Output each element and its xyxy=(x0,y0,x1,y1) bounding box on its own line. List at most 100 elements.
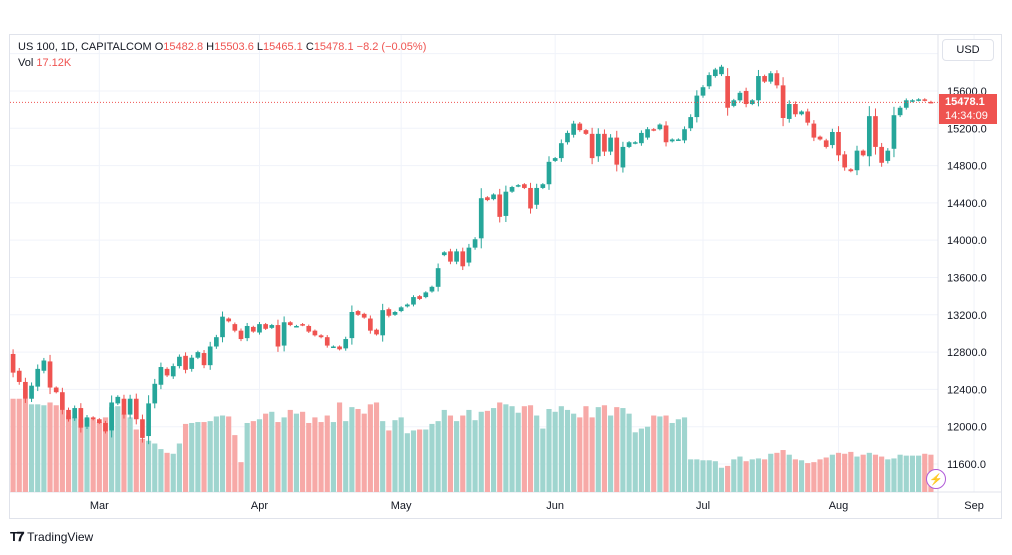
volume-bar xyxy=(540,428,546,492)
volume-bar xyxy=(213,416,219,492)
volume-bar xyxy=(731,459,737,492)
candle-body xyxy=(41,360,47,371)
candle-body xyxy=(793,104,798,115)
volume-bar xyxy=(250,421,256,492)
candle-body xyxy=(287,322,293,326)
candle-body xyxy=(96,419,102,423)
y-tick-label: 14400.0 xyxy=(947,198,987,210)
candle-body xyxy=(571,123,576,135)
volume-bar xyxy=(287,409,293,492)
candle-body xyxy=(250,326,256,332)
volume-legend: Vol 17.12K xyxy=(18,57,71,69)
volume-bar xyxy=(330,422,336,492)
candle-body xyxy=(885,150,891,161)
candle-body xyxy=(263,324,268,329)
volume-bar xyxy=(306,422,312,492)
volume-bar xyxy=(466,409,472,492)
high-label: H xyxy=(206,41,215,53)
candle-body xyxy=(583,130,589,134)
candle-body xyxy=(146,403,151,437)
volume-bar xyxy=(792,459,798,492)
volume-bar xyxy=(263,413,269,492)
flash-icon[interactable]: ⚡ xyxy=(926,469,946,489)
candle-body xyxy=(300,324,305,326)
close-label: C xyxy=(305,41,314,53)
volume-bar xyxy=(644,426,651,492)
volume-bar xyxy=(78,419,84,492)
volume-bar xyxy=(521,406,527,492)
volume-bar xyxy=(454,421,460,492)
volume-bar xyxy=(84,418,90,492)
candle-body xyxy=(836,131,841,156)
candle-body xyxy=(805,111,811,123)
currency-button[interactable]: USD xyxy=(942,39,994,61)
volume-bar xyxy=(226,416,232,492)
candle-body xyxy=(565,132,570,143)
volume-bar xyxy=(897,454,903,492)
candle-body xyxy=(706,75,712,87)
candle-body xyxy=(72,408,78,419)
volume-bar xyxy=(743,461,749,492)
volume-bar xyxy=(638,428,644,492)
candle-body xyxy=(663,125,669,143)
candle-body xyxy=(423,292,429,298)
candle-body xyxy=(170,366,176,377)
volume-bar xyxy=(380,421,386,492)
candle-body xyxy=(602,133,607,152)
candle-body xyxy=(682,129,687,141)
volume-bar xyxy=(417,429,423,492)
candle-body xyxy=(29,385,34,399)
volume-bar xyxy=(10,398,16,492)
candle-body xyxy=(786,104,792,119)
candle-body xyxy=(460,251,466,267)
candle-body xyxy=(207,346,213,366)
volume-bar xyxy=(447,415,454,492)
volume-bar xyxy=(651,415,657,492)
volume-bar xyxy=(885,459,891,492)
candle-body xyxy=(53,387,59,393)
candle-body xyxy=(866,116,872,157)
candle-body xyxy=(435,268,441,287)
candle-body xyxy=(725,76,730,108)
volume-bar xyxy=(515,412,521,492)
candle-body xyxy=(10,353,16,373)
candle-body xyxy=(595,133,601,157)
volume-bar xyxy=(755,458,762,492)
volume-bar xyxy=(47,402,53,492)
candle-body xyxy=(398,307,404,312)
candle-body xyxy=(90,417,96,420)
volume-bar xyxy=(472,420,478,492)
volume-bar xyxy=(571,413,577,492)
candle-body xyxy=(528,187,533,209)
tradingview-logo[interactable]: T𝟕 TradingView xyxy=(10,529,93,545)
volume-bar xyxy=(65,415,72,492)
volume-bar xyxy=(423,429,429,492)
tradingview-mark-icon: T𝟕 xyxy=(10,529,24,544)
symbol-label[interactable]: US 100, 1D, CAPITALCOM xyxy=(18,41,152,53)
candle-body xyxy=(922,99,928,101)
candle-body xyxy=(84,417,90,427)
candle-body xyxy=(121,398,127,415)
volume-bar xyxy=(361,413,367,492)
volume-bar xyxy=(601,405,608,492)
candle-body xyxy=(380,310,386,336)
candle-body xyxy=(103,422,108,432)
chart-frame xyxy=(9,34,1002,519)
volume-bar xyxy=(817,459,823,492)
candle-body xyxy=(842,154,848,168)
candle-body xyxy=(891,115,897,149)
volume-bar xyxy=(170,453,176,492)
candle-body xyxy=(127,398,133,415)
candle-body xyxy=(306,325,312,332)
volume-bar xyxy=(564,409,571,492)
candle-body xyxy=(614,137,620,165)
candle-body xyxy=(676,139,681,141)
volume-bar xyxy=(663,415,669,492)
candle-body xyxy=(417,296,422,299)
candle-body xyxy=(189,357,195,369)
candle-body xyxy=(916,99,921,101)
candle-body xyxy=(780,85,786,119)
y-tick-label: 12000.0 xyxy=(947,422,987,434)
candle-body xyxy=(214,337,219,347)
